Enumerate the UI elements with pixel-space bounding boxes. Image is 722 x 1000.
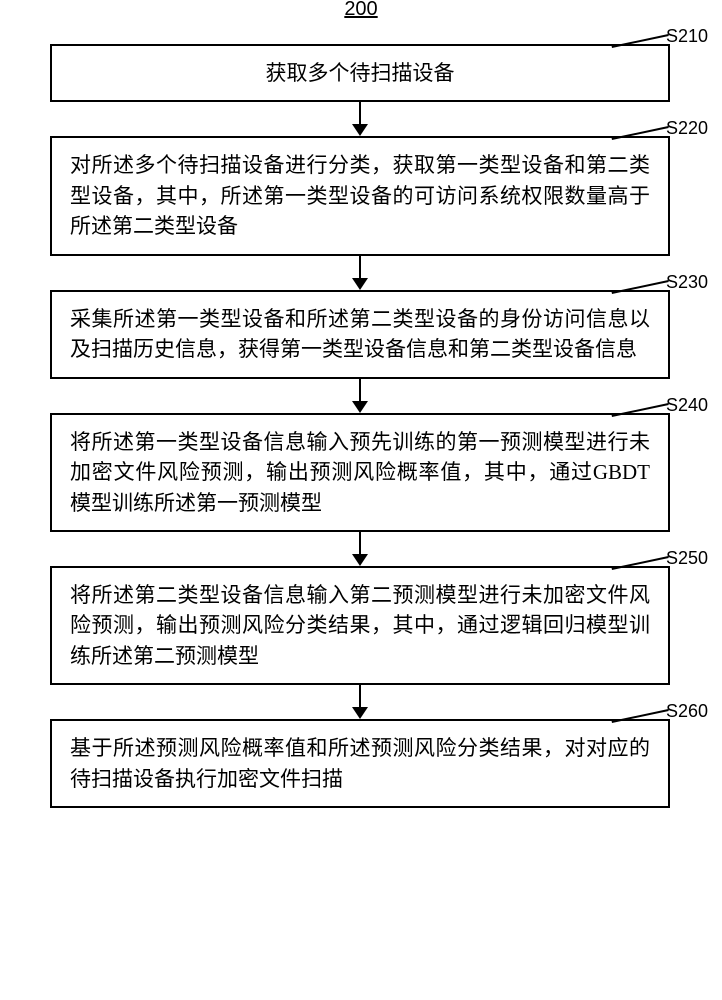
label-connector-line <box>612 399 666 417</box>
step-id-label: S230 <box>666 272 708 293</box>
step-id-label: S250 <box>666 548 708 569</box>
step-id-label: S210 <box>666 26 708 47</box>
label-connector-line <box>612 276 666 294</box>
flow-step: S250将所述第二类型设备信息输入第二预测模型进行未加密文件风险预测，输出预测风… <box>50 566 670 685</box>
arrow-down-icon <box>352 685 368 719</box>
flow-step: S210获取多个待扫描设备 <box>50 44 670 102</box>
flow-step: S260基于所述预测风险概率值和所述预测风险分类结果，对对应的待扫描设备执行加密… <box>50 719 670 808</box>
flow-step: S230采集所述第一类型设备和所述第二类型设备的身份访问信息以及扫描历史信息，获… <box>50 290 670 379</box>
label-connector-line <box>612 30 666 48</box>
step-box: 对所述多个待扫描设备进行分类，获取第一类型设备和第二类型设备，其中，所述第一类型… <box>50 136 670 255</box>
figure-number: 200 <box>344 0 377 21</box>
flow-step: S240将所述第一类型设备信息输入预先训练的第一预测模型进行未加密文件风险预测，… <box>50 413 670 532</box>
flowchart-container: S210获取多个待扫描设备 S220对所述多个待扫描设备进行分类，获取第一类型设备… <box>50 44 670 808</box>
step-box: 采集所述第一类型设备和所述第二类型设备的身份访问信息以及扫描历史信息，获得第一类… <box>50 290 670 379</box>
step-id-label: S240 <box>666 395 708 416</box>
step-box: 将所述第一类型设备信息输入预先训练的第一预测模型进行未加密文件风险预测，输出预测… <box>50 413 670 532</box>
label-connector-line <box>612 552 666 570</box>
step-id-label: S260 <box>666 701 708 722</box>
step-box: 获取多个待扫描设备 <box>50 44 670 102</box>
arrow-down-icon <box>352 379 368 413</box>
step-box: 将所述第二类型设备信息输入第二预测模型进行未加密文件风险预测，输出预测风险分类结… <box>50 566 670 685</box>
arrow-down-icon <box>352 102 368 136</box>
step-box: 基于所述预测风险概率值和所述预测风险分类结果，对对应的待扫描设备执行加密文件扫描 <box>50 719 670 808</box>
step-id-label: S220 <box>666 118 708 139</box>
arrow-down-icon <box>352 532 368 566</box>
arrow-down-icon <box>352 256 368 290</box>
label-connector-line <box>612 705 666 723</box>
flow-step: S220对所述多个待扫描设备进行分类，获取第一类型设备和第二类型设备，其中，所述… <box>50 136 670 255</box>
label-connector-line <box>612 122 666 140</box>
